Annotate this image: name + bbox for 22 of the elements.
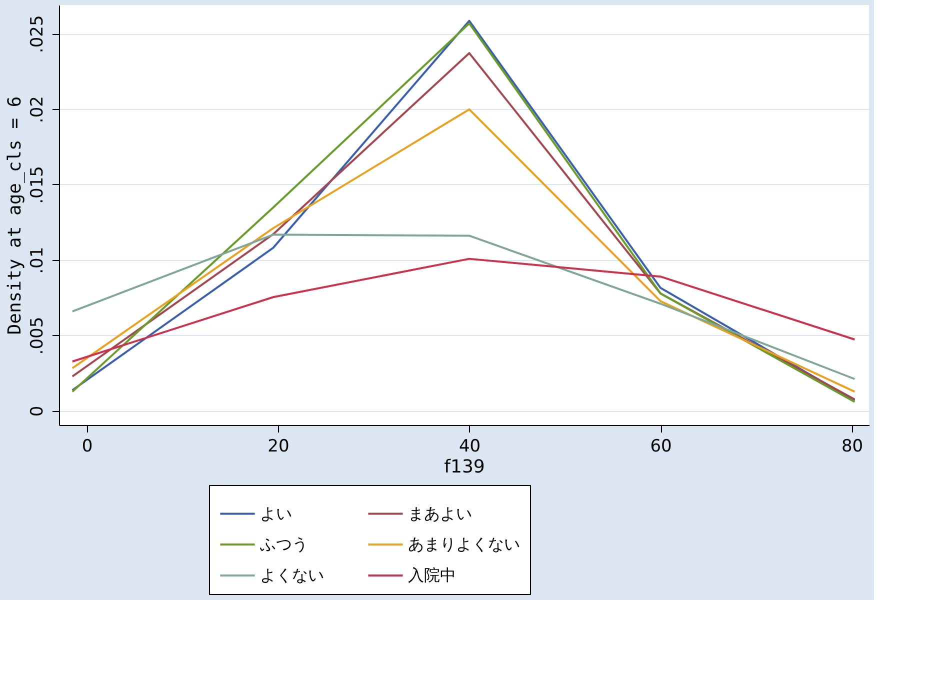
y-tick-label: .025 [28,15,48,54]
y-axis-title: Density at age_cls = 6 [4,96,26,335]
y-tick-label: .01 [28,246,48,274]
legend-label: 入院中 [408,566,456,584]
x-tick-label: 20 [268,436,290,456]
line-series [71,234,856,380]
y-tick-label: 0 [28,406,48,417]
x-tick-label: 80 [841,436,864,456]
legend-label: ふつう [259,534,308,554]
x-tick-label: 0 [82,436,93,456]
legend-label: あまりよくない [408,534,520,554]
x-tick-label: 40 [458,436,481,456]
y-tick-label: .005 [28,316,48,355]
y-tick-label: .015 [28,166,48,204]
y-tick-label: .02 [28,96,48,124]
legend-label: よくない [260,566,324,584]
legend-label: まあよい [408,504,472,523]
line-series [71,258,856,363]
line-series [71,108,856,393]
legend-label: よい [260,504,292,523]
x-tick-label: 60 [650,436,672,456]
x-axis-title: f139 [444,456,485,478]
